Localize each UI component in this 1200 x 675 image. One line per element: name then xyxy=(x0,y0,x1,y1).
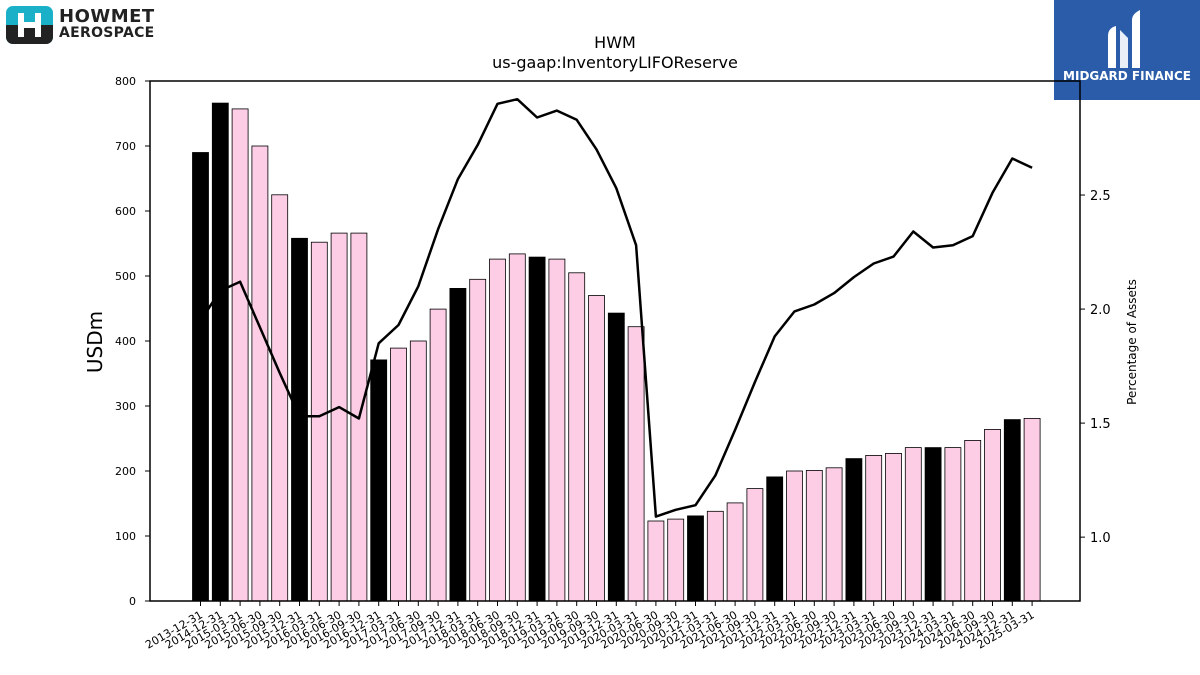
company-logo: HOWMET AEROSPACE xyxy=(6,6,176,46)
bar-2023-06-30 xyxy=(885,452,902,602)
y2-tick-label: 2.0 xyxy=(1090,303,1111,318)
y-tick-label: 800 xyxy=(115,75,136,88)
bar-2019-06-30 xyxy=(568,272,586,602)
y2-axis-label: Percentage of Assets xyxy=(1125,279,1139,405)
y2-tick-label: 1.5 xyxy=(1090,417,1111,432)
y-axis-label: USDm xyxy=(83,311,107,373)
y-tick-label: 0 xyxy=(129,595,136,608)
y-tick-label: 100 xyxy=(115,530,136,543)
bar-2024-06-30 xyxy=(964,439,982,602)
bar-2018-12-31 xyxy=(528,256,546,602)
bar-2024-09-30 xyxy=(984,428,1001,602)
bar-2017-06-30 xyxy=(409,340,427,602)
bar-2023-09-30 xyxy=(904,447,922,602)
bar-2023-03-31 xyxy=(865,454,883,602)
y-tick-label: 700 xyxy=(115,140,136,153)
percentage-line xyxy=(199,97,1033,518)
y-tick-label: 300 xyxy=(115,400,136,413)
bar-2021-09-30 xyxy=(746,488,764,602)
company-logo-mark-icon xyxy=(6,6,53,44)
bar-2019-09-30 xyxy=(588,295,605,602)
bar-2014-12-31 xyxy=(211,102,229,602)
bar-2015-06-30 xyxy=(251,145,269,602)
bar-2019-03-31 xyxy=(548,258,566,602)
watermark-logo: MIDGARD FINANCE xyxy=(1054,0,1200,100)
bar-2021-03-31 xyxy=(706,510,724,602)
watermark-text: MIDGARD FINANCE xyxy=(1063,69,1191,83)
bar-2020-03-31 xyxy=(627,326,645,602)
line-layer xyxy=(199,97,1033,518)
bar-2022-06-30 xyxy=(805,469,823,602)
bar-2020-09-30 xyxy=(667,518,685,602)
bar-2013-12-31 xyxy=(192,152,209,602)
bar-2024-12-31 xyxy=(1003,419,1021,602)
bar-2021-12-31 xyxy=(766,476,784,602)
bar-2020-06-30 xyxy=(647,520,665,602)
bar-2016-03-31 xyxy=(310,241,328,602)
bar-2017-03-31 xyxy=(390,347,407,602)
y-tick-label: 600 xyxy=(115,205,136,218)
y2-tick-label: 1.0 xyxy=(1090,531,1111,546)
bar-2015-03-31 xyxy=(231,108,249,602)
watermark-mark-icon xyxy=(1108,10,1140,68)
bar-2017-12-31 xyxy=(449,287,467,602)
bar-2022-03-31 xyxy=(786,470,803,602)
bar-2024-03-31 xyxy=(944,447,962,602)
bar-2020-12-31 xyxy=(687,515,704,602)
bar-2016-06-30 xyxy=(330,232,348,602)
chart-subtitle: us-gaap:InventoryLIFOReserve xyxy=(492,53,738,72)
y-tick-label: 200 xyxy=(115,465,136,478)
bar-2015-12-31 xyxy=(291,237,308,602)
bar-2025-03-31 xyxy=(1023,417,1041,602)
bar-2021-06-30 xyxy=(726,502,744,602)
bar-2019-12-31 xyxy=(607,312,625,602)
bar-2015-09-30 xyxy=(271,194,289,602)
chart-title: HWM xyxy=(594,33,636,52)
bar-2018-03-31 xyxy=(469,278,487,602)
bar-2016-12-31 xyxy=(370,359,388,602)
bar-2017-09-30 xyxy=(429,308,447,602)
company-logo-line2: AEROSPACE xyxy=(59,25,155,41)
company-logo-text: HOWMET AEROSPACE xyxy=(59,8,155,42)
bar-2023-12-31 xyxy=(924,447,942,602)
company-logo-line1: HOWMET xyxy=(59,6,155,27)
axes-layer: 01002003004005006007008001.01.52.02.5201… xyxy=(115,75,1111,652)
y-tick-label: 500 xyxy=(115,270,136,283)
bars-layer xyxy=(192,102,1041,602)
bar-2018-06-30 xyxy=(489,258,506,602)
bar-2018-09-30 xyxy=(508,253,526,602)
bar-2022-09-30 xyxy=(825,467,843,602)
bar-2022-12-31 xyxy=(845,458,863,602)
y2-tick-label: 2.5 xyxy=(1090,189,1111,204)
y-tick-label: 400 xyxy=(115,335,136,348)
